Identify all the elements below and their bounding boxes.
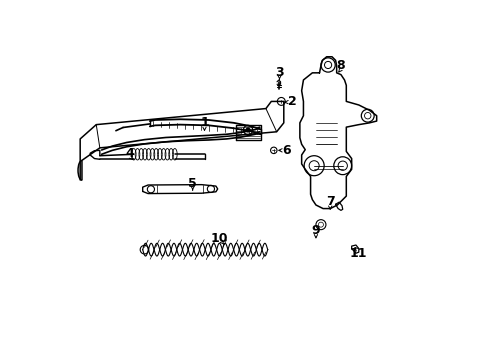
Text: 10: 10 xyxy=(210,233,228,246)
Text: 7: 7 xyxy=(325,195,334,208)
Text: 11: 11 xyxy=(348,247,366,260)
Text: 9: 9 xyxy=(311,224,320,237)
Circle shape xyxy=(245,128,250,132)
Text: 8: 8 xyxy=(336,59,345,72)
Text: 5: 5 xyxy=(188,177,197,190)
Text: 2: 2 xyxy=(287,95,296,108)
Text: 6: 6 xyxy=(282,144,290,157)
Text: 3: 3 xyxy=(275,66,283,79)
Text: 1: 1 xyxy=(200,116,208,129)
Text: 4: 4 xyxy=(125,147,134,160)
